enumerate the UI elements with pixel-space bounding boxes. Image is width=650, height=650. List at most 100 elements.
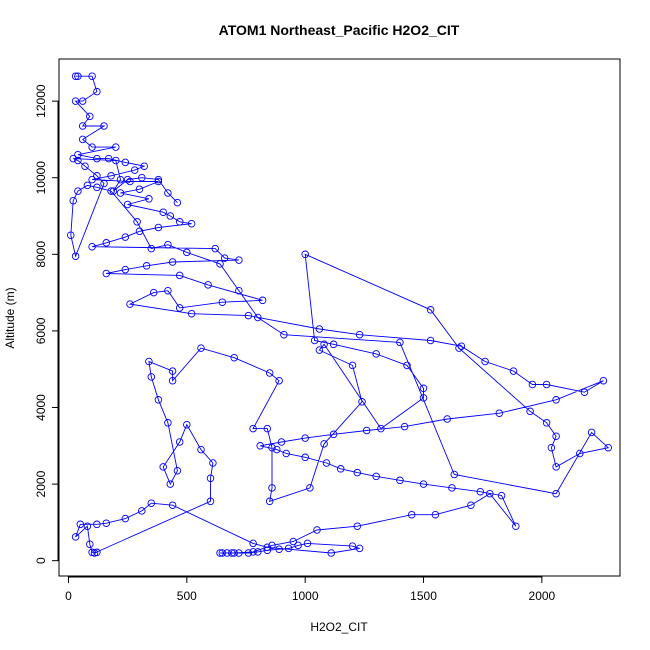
data-point (71, 252, 80, 260)
data-point (93, 87, 101, 96)
data-point (313, 526, 321, 534)
data-point (123, 200, 132, 209)
data-point (254, 548, 262, 556)
data-point (76, 520, 85, 529)
data-point (455, 344, 463, 352)
data-point (263, 543, 272, 552)
data-point (327, 549, 335, 557)
data-point (121, 233, 130, 241)
data-point (426, 336, 435, 345)
data-point (216, 260, 224, 268)
data-point (78, 122, 87, 130)
data-point (218, 298, 227, 306)
data-point (320, 340, 328, 349)
data-point (301, 434, 309, 442)
data-point (419, 480, 428, 488)
data-point (93, 172, 101, 180)
data-point (512, 522, 520, 530)
data-point (220, 254, 229, 262)
y-tick-label: 10000 (34, 161, 48, 195)
data-point (183, 420, 191, 429)
data-point (88, 143, 96, 151)
data-point (223, 549, 231, 557)
data-point (277, 438, 286, 446)
y-tick-label: 4000 (34, 394, 48, 421)
data-point (552, 432, 560, 440)
data-point (268, 541, 276, 550)
data-point (102, 269, 111, 278)
data-point (187, 309, 196, 318)
data-point (400, 422, 409, 431)
data-point (542, 380, 551, 389)
data-point (142, 262, 151, 270)
data-point (509, 367, 518, 375)
data-point (256, 442, 264, 450)
data-point (74, 156, 82, 165)
y-axis-label: Altitude (m) (3, 287, 17, 348)
data-point (166, 480, 175, 488)
data-point (102, 519, 111, 527)
data-point (265, 497, 274, 506)
data-point (547, 443, 556, 452)
data-point (235, 286, 243, 295)
data-point (175, 438, 184, 446)
data-point (358, 398, 366, 406)
data-point (173, 466, 182, 475)
data-point (112, 143, 120, 151)
data-point (372, 472, 380, 481)
y-tick-label: 12000 (34, 84, 48, 118)
data-point (154, 396, 163, 404)
data-point (166, 212, 175, 220)
data-point (289, 537, 298, 546)
y-tick-label: 0 (34, 557, 48, 564)
data-point (228, 549, 236, 557)
data-point (147, 499, 156, 507)
y-axis: 0 2000 4000 6000 8000 10000 12000 (34, 84, 59, 564)
data-point (138, 173, 146, 182)
data-point (147, 244, 156, 253)
data-point (81, 162, 89, 170)
data-point (107, 187, 115, 195)
data-point (86, 112, 94, 121)
data-point (123, 175, 132, 184)
data-point (164, 286, 172, 295)
data-point (100, 179, 108, 188)
data-point (183, 248, 191, 257)
data-point (206, 497, 215, 506)
data-point (268, 484, 276, 492)
data-point (329, 340, 338, 349)
data-point (145, 357, 153, 366)
data-point (249, 424, 257, 433)
data-point (74, 72, 82, 80)
data-point (315, 346, 324, 354)
data-point (187, 219, 196, 228)
data-point (528, 380, 537, 389)
data-point (175, 218, 184, 226)
data-point (448, 484, 456, 492)
data-point (329, 430, 338, 439)
data-point (130, 166, 139, 174)
data-point (310, 336, 319, 345)
data-point (175, 271, 184, 280)
data-point (275, 376, 283, 385)
data-point (133, 218, 141, 226)
data-point (280, 330, 288, 339)
data-point (83, 181, 92, 190)
data-point (116, 175, 125, 184)
data-point (149, 288, 158, 297)
data-point (303, 539, 312, 548)
data-point (168, 376, 177, 385)
data-point (599, 376, 608, 385)
data-point (306, 484, 314, 492)
data-point (74, 187, 82, 195)
data-point (102, 239, 111, 247)
data-point (71, 533, 80, 541)
data-point (322, 459, 331, 467)
data-point (552, 463, 560, 471)
data-point (353, 468, 362, 477)
data-point (552, 396, 560, 404)
data-point (542, 419, 551, 427)
data-point (100, 122, 108, 130)
data-point (69, 196, 77, 205)
data-point (282, 449, 290, 458)
